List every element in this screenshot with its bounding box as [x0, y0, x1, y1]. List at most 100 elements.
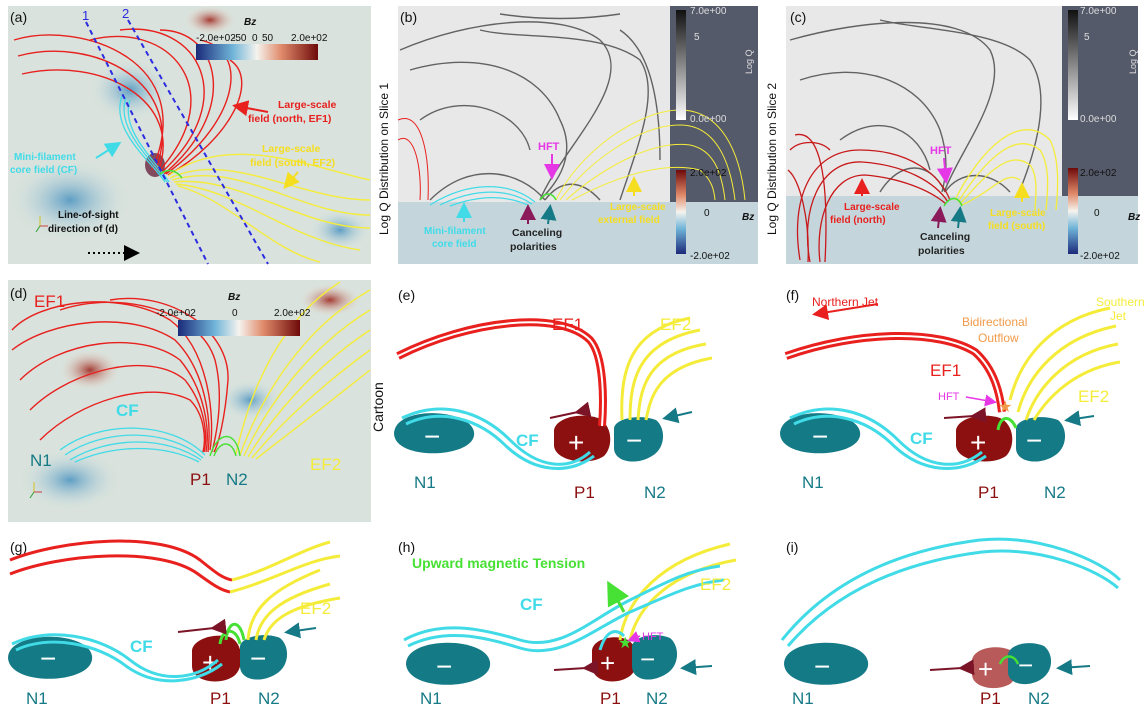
q-line [619, 29, 661, 161]
panel-b-q-min: 0.0e+00 [690, 114, 727, 125]
panel-d-label: (d) [10, 285, 27, 301]
panel-c-south-label: field (south) [988, 221, 1045, 232]
panel-a-label: (a) [10, 9, 27, 25]
ef2-line [954, 129, 1059, 211]
panel-b-ef1-lines [397, 117, 429, 201]
panel-d-cf-lines [59, 427, 206, 463]
panel-b-cf-label: core field [432, 239, 476, 250]
ef1-line [159, 29, 215, 175]
panel-d-n2-label: N2 [226, 470, 248, 489]
slice-2-line [127, 19, 269, 265]
n1-polarity [406, 642, 491, 685]
panel-a-cf-label: Mini-filament [14, 152, 76, 163]
panel-h-n1-label: N1 [420, 689, 442, 708]
panel-d-cbar-tick: -2.0e+02 [156, 308, 196, 319]
panel-f-cf-lines [789, 407, 987, 470]
ef2-line [1024, 342, 1119, 421]
panel-e-ef2-label: EF2 [660, 315, 691, 334]
n2-polarity [1008, 643, 1052, 685]
panel-a-colorbar [196, 44, 318, 60]
ef2-line [175, 183, 361, 251]
ef1-line [397, 137, 421, 201]
ef1-line [29, 364, 207, 453]
p1-sign: + [568, 427, 584, 458]
panel-b-bz-title: Bz [742, 212, 754, 223]
panel-a-los-label: Line-of-sight [58, 210, 119, 221]
panel-h-n2-label: N2 [646, 689, 668, 708]
ef1-line [89, 35, 192, 171]
panel-c-cancel-arrow-2 [950, 206, 967, 229]
cf-line [69, 441, 202, 461]
panel-a-ef2-lines [167, 153, 371, 263]
panel-h-hft-label: HFT [642, 631, 664, 643]
panel-c-bz-mid: 0 [1094, 208, 1100, 219]
panel-c-ef1-lines [787, 133, 951, 263]
panel-e-p1-label: P1 [574, 483, 595, 502]
panel-a-cbar-tick: -50 [232, 33, 247, 44]
ef1-line [794, 133, 827, 263]
panel-f-ef1-label: EF1 [930, 361, 961, 380]
panel-b-q-structures [399, 13, 661, 201]
ef2-line [254, 582, 331, 641]
ef2-line [235, 281, 341, 455]
panel-h-tension-arrow [607, 580, 630, 613]
panel-e-ef1-inner [397, 321, 604, 427]
panel-b-cancel-label: polarities [510, 241, 557, 253]
panel-c-hft-label: HFT [930, 145, 952, 157]
panel-f-n2-label: N2 [1044, 483, 1066, 502]
panel-f-ef2-label: EF2 [1078, 387, 1109, 406]
ef2-line [171, 174, 371, 216]
panel-c-cancel-label: Canceling [920, 231, 970, 243]
panel-g-n2-label: N2 [258, 689, 280, 708]
ef2-line [247, 329, 371, 458]
panel-c-q-colorbar [1068, 10, 1078, 120]
panel-c-cancel-label: polarities [918, 245, 965, 257]
panel-g-left-arrow [177, 618, 227, 635]
n1-polarity [780, 413, 861, 454]
panel-h-cf-lines [403, 564, 725, 653]
panel-h-cf-label: CF [520, 595, 543, 614]
ef2-line [229, 554, 341, 594]
panel-b-cancel-arrow-2 [540, 204, 557, 225]
ef1-line [21, 69, 164, 173]
ef2-line [251, 349, 371, 459]
panel-b-bz-mid: 0 [704, 208, 710, 219]
ef2-line [961, 176, 1021, 206]
ef2-line [255, 369, 371, 460]
panel-d-bg-patch [20, 450, 120, 510]
panel-f-hft-star: ★ [998, 399, 1012, 416]
n2-polarity [240, 635, 288, 680]
panel-b-label: (b) [400, 9, 417, 25]
panel-f: (f) − + − ★ Northern Jet Southern Jet Bi… [780, 287, 1145, 502]
panel-d-cbar-tick: 0 [232, 308, 238, 319]
ef2-line [957, 143, 1049, 211]
panel-e-n1-label: N1 [414, 473, 436, 492]
n1-sign: − [40, 643, 56, 674]
green-line [213, 443, 237, 457]
panel-a-cf-arrow [95, 141, 122, 159]
p1-polarity [554, 415, 611, 462]
q-line [399, 21, 612, 201]
green-line [209, 436, 241, 457]
panel-b-ext-label: external field [598, 215, 660, 226]
ef2-line [243, 309, 371, 457]
panel-i-n1-label: N1 [792, 689, 814, 708]
panel-g-ef2-label: EF2 [300, 599, 331, 618]
panel-e-side-label: Cartoon [370, 382, 386, 432]
cf-line [123, 97, 168, 183]
ef1-line [787, 169, 809, 263]
panel-i-p1-label: P1 [980, 689, 1001, 708]
panel-b-q-title: Log Q [744, 49, 754, 74]
cf-line [403, 564, 721, 645]
n2-polarity [614, 417, 664, 462]
panel-f-cf-label: CF [910, 429, 933, 448]
panel-c-north-label: field (north) [830, 215, 886, 226]
ef2-line [644, 356, 713, 421]
panel-a-ef1-label: Large-scale [278, 99, 337, 111]
q-line [419, 104, 531, 151]
panel-i-n2-label: N2 [1028, 689, 1050, 708]
axes-icon [35, 216, 48, 233]
n2-sign: − [1018, 650, 1033, 680]
panel-a-cbar-tick: 0 [252, 33, 258, 44]
n1-polarity [394, 413, 475, 454]
